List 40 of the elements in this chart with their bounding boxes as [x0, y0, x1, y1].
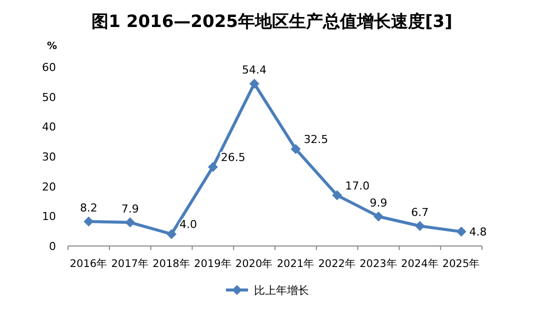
x-tick-label: 2025年: [442, 258, 480, 270]
y-tick-label: 50: [42, 90, 56, 104]
point: [332, 190, 342, 200]
data-label: 4.8: [469, 226, 487, 239]
y-tick-label: 60: [42, 61, 56, 74]
x-tick-label: 2023年: [360, 258, 398, 270]
point: [374, 211, 384, 222]
data-label: 9.9: [370, 196, 388, 210]
y-tick-label: 20: [42, 180, 56, 194]
data-label: 8.2: [80, 202, 98, 215]
point: [290, 144, 301, 154]
y-tick-label: 0: [49, 240, 56, 253]
x-tick-label: 2019年: [194, 258, 232, 270]
legend-label: 比上年增长: [254, 284, 309, 297]
data-label: 32.5: [304, 133, 328, 146]
point: [125, 217, 136, 228]
point: [208, 162, 218, 172]
data-label: 7.9: [121, 202, 139, 216]
point: [166, 229, 176, 240]
point: [249, 78, 260, 89]
data-label: 6.7: [411, 206, 429, 220]
point: [456, 226, 466, 237]
point: [84, 216, 94, 227]
x-tick-label: 2016年: [70, 258, 108, 270]
chart-title: 图1 2016—2025年地区生产总值增长速度[3]: [92, 12, 452, 32]
y-axis-title: %: [46, 41, 58, 52]
data-label: 26.5: [220, 150, 246, 164]
x-tick-label: 2021年: [276, 258, 315, 270]
x-tick-label: 2022年: [318, 258, 356, 270]
x-tick-label: 2024年: [401, 258, 439, 270]
x-tick-label: 2020年: [235, 258, 274, 270]
point: [414, 221, 425, 232]
x-tick-label: 2017年: [111, 258, 149, 270]
data-label: 54.4: [242, 64, 267, 77]
data-label: 17.0: [345, 179, 370, 192]
data-label: 4.0: [180, 218, 197, 232]
y-tick-label: 30: [42, 150, 56, 164]
y-tick-label: 10: [42, 210, 56, 224]
y-tick-label: 40: [42, 120, 56, 134]
x-tick-label: 2018年: [152, 258, 190, 270]
